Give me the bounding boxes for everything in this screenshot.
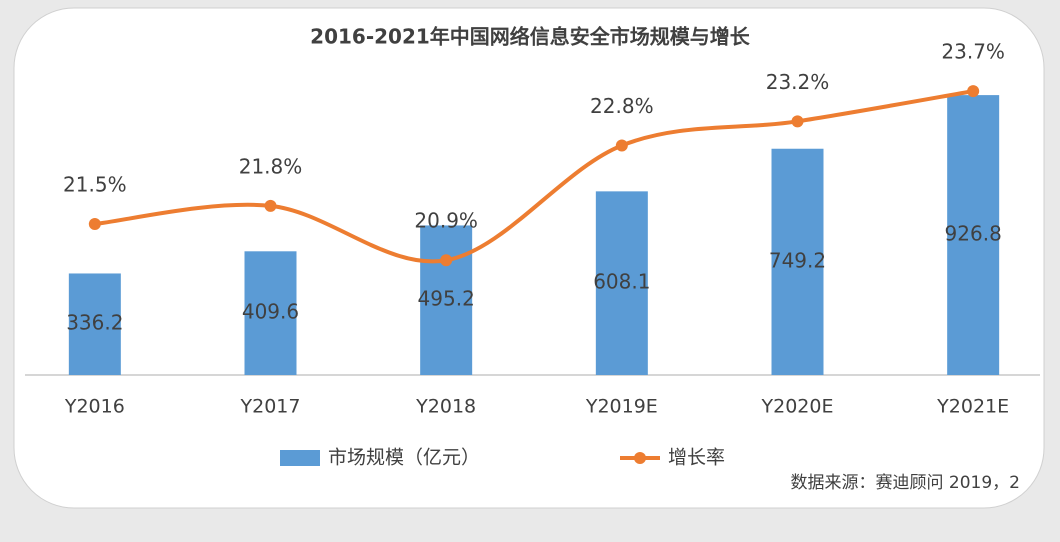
line-label: 21.5%: [63, 173, 127, 197]
line-label: 23.2%: [766, 70, 830, 94]
bar: [595, 191, 648, 375]
bar-label: 495.2: [418, 287, 475, 311]
line-label: 20.9%: [414, 209, 478, 233]
card: [13, 7, 1045, 509]
x-tick-label: Y2018: [415, 396, 476, 418]
line-label: 23.7%: [941, 40, 1005, 64]
line-point: [440, 254, 453, 267]
x-tick-label: Y2020E: [761, 396, 834, 418]
bar-label: 409.6: [242, 300, 299, 324]
legend-label: 市场规模（亿元）: [328, 447, 480, 469]
line-label: 21.8%: [239, 154, 303, 178]
source: 数据来源：赛迪顾问 2019，2: [791, 472, 1020, 493]
bar: [947, 95, 1000, 376]
legend-swatch: [280, 450, 320, 466]
line-point: [264, 199, 277, 212]
x-tick-label: Y2019E: [585, 396, 658, 418]
legend-swatch: [634, 452, 646, 464]
bar-label: 608.1: [593, 270, 650, 294]
bar: [771, 148, 824, 375]
x-tick-label: Y2021E: [936, 396, 1009, 418]
bar-label: 749.2: [769, 248, 826, 272]
line-point: [615, 139, 628, 152]
line-point: [88, 218, 101, 230]
bar: [68, 273, 121, 375]
x-tick-label: Y2016: [64, 396, 125, 418]
line-label: 22.8%: [590, 94, 654, 118]
x-tick-label: Y2017: [240, 396, 301, 418]
line: [94, 89, 974, 264]
bar: [244, 251, 297, 375]
bar-label: 336.2: [66, 311, 123, 335]
bar-label: 926.8: [945, 222, 1002, 246]
bar: [420, 225, 473, 375]
legend-label: 增长率: [668, 447, 725, 469]
chart-title: 2016-2021年中国网络信息安全市场规模与增长: [310, 25, 751, 49]
line-point: [791, 115, 804, 128]
line-point: [967, 85, 980, 98]
